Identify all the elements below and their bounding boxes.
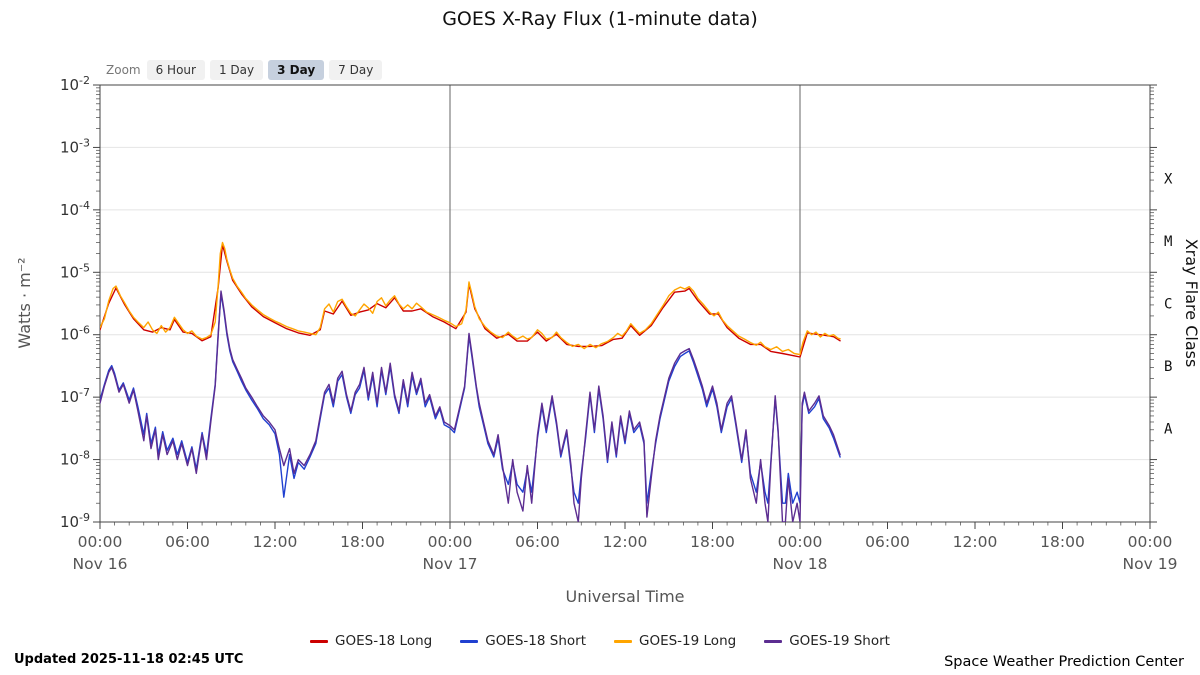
svg-text:10-8: 10-8 — [60, 449, 90, 469]
legend-swatch-goes-19-short — [764, 639, 783, 643]
plot-border — [99, 84, 1151, 523]
zoom-label: Zoom — [106, 63, 141, 77]
legend-label-goes-18-long: GOES-18 Long — [335, 633, 433, 649]
legend-swatch-goes-19-long — [614, 639, 632, 643]
svg-text:A: A — [1164, 421, 1173, 437]
svg-text:10-2: 10-2 — [60, 74, 90, 94]
svg-text:B: B — [1164, 359, 1172, 375]
svg-text:M: M — [1164, 234, 1172, 250]
day-gridlines — [449, 85, 801, 522]
svg-text:06:00: 06:00 — [515, 533, 560, 551]
updated-timestamp: Updated 2025-11-18 02:45 UTC — [14, 652, 244, 667]
svg-text:18:00: 18:00 — [690, 533, 735, 551]
svg-text:C: C — [1164, 297, 1172, 313]
y-gridlines — [100, 84, 1150, 523]
svg-text:06:00: 06:00 — [165, 533, 210, 551]
svg-text:10-3: 10-3 — [60, 136, 90, 156]
chart-legend: GOES-18 Long GOES-18 Short GOES-19 Long GOE… — [0, 633, 1200, 649]
svg-text:06:00: 06:00 — [865, 533, 910, 551]
flare-class-labels: X M C B A — [1164, 172, 1173, 438]
svg-text:00:00: 00:00 — [78, 533, 123, 551]
zoom-7-day-button[interactable]: 7 Day — [329, 60, 383, 80]
source-credit: Space Weather Prediction Center — [944, 654, 1184, 670]
series-line-goes-19-long — [100, 241, 841, 356]
zoom-1-day-button[interactable]: 1 Day — [209, 60, 264, 80]
y-tick-labels: 10-2 10-3 10-4 10-5 10-6 10-7 10-8 10-9 — [60, 74, 90, 531]
x-axis-ticks — [99, 522, 1151, 529]
legend-label-goes-18-short: GOES-18 Short — [485, 633, 586, 649]
zoom-buttons: 6 Hour 1 Day 3 Day 7 Day — [146, 60, 383, 80]
svg-text:00:00: 00:00 — [428, 533, 473, 551]
svg-text:12:00: 12:00 — [253, 533, 298, 551]
svg-text:X: X — [1164, 172, 1173, 188]
svg-text:18:00: 18:00 — [1040, 533, 1085, 551]
svg-text:10-4: 10-4 — [60, 199, 90, 219]
legend-label-goes-19-long: GOES-19 Long — [639, 633, 737, 649]
svg-text:10-7: 10-7 — [60, 386, 90, 406]
right-axis-title: Xray Flare Class — [1182, 239, 1200, 368]
legend-swatch-goes-18-long — [310, 639, 329, 643]
svg-text:12:00: 12:00 — [953, 533, 998, 551]
svg-text:Nov 16: Nov 16 — [73, 555, 128, 573]
zoom-toolbar: Zoom 6 Hour 1 Day 3 Day 7 Day — [106, 60, 383, 80]
zoom-6-hour-button[interactable]: 6 Hour — [146, 60, 205, 80]
legend-item-goes-19-short[interactable]: GOES-19 Short — [764, 633, 890, 649]
zoom-3-day-button[interactable]: 3 Day — [268, 60, 325, 80]
y-axis-ticks — [93, 84, 1157, 523]
svg-text:00:00: 00:00 — [1128, 533, 1173, 551]
y-axis-title: Watts · m⁻² — [15, 257, 34, 348]
svg-text:12:00: 12:00 — [603, 533, 648, 551]
svg-text:18:00: 18:00 — [340, 533, 385, 551]
x-tick-labels: 00:00 06:00 12:00 18:00 00:00 06:00 12:00 18:00… — [78, 533, 1173, 551]
svg-text:10-6: 10-6 — [60, 324, 90, 344]
x-axis-title: Universal Time — [565, 587, 684, 606]
series-line-goes-19-short — [100, 290, 841, 522]
legend-item-goes-18-long[interactable]: GOES-18 Long — [310, 633, 432, 649]
page-title: GOES X-Ray Flux (1-minute data) — [442, 8, 758, 30]
svg-text:00:00: 00:00 — [778, 533, 823, 551]
legend-label-goes-19-short: GOES-19 Short — [789, 633, 890, 649]
date-labels: Nov 16 Nov 17 Nov 18 Nov 19 — [73, 555, 1178, 573]
svg-text:10-9: 10-9 — [60, 511, 90, 531]
series-lines — [100, 241, 841, 522]
legend-item-goes-18-short[interactable]: GOES-18 Short — [460, 633, 586, 649]
svg-text:10-5: 10-5 — [60, 261, 90, 281]
legend-item-goes-19-long[interactable]: GOES-19 Long — [614, 633, 736, 649]
legend-swatch-goes-18-short — [460, 639, 479, 643]
svg-text:Nov 17: Nov 17 — [423, 555, 478, 573]
svg-text:Nov 19: Nov 19 — [1123, 555, 1178, 573]
svg-text:Nov 18: Nov 18 — [773, 555, 828, 573]
